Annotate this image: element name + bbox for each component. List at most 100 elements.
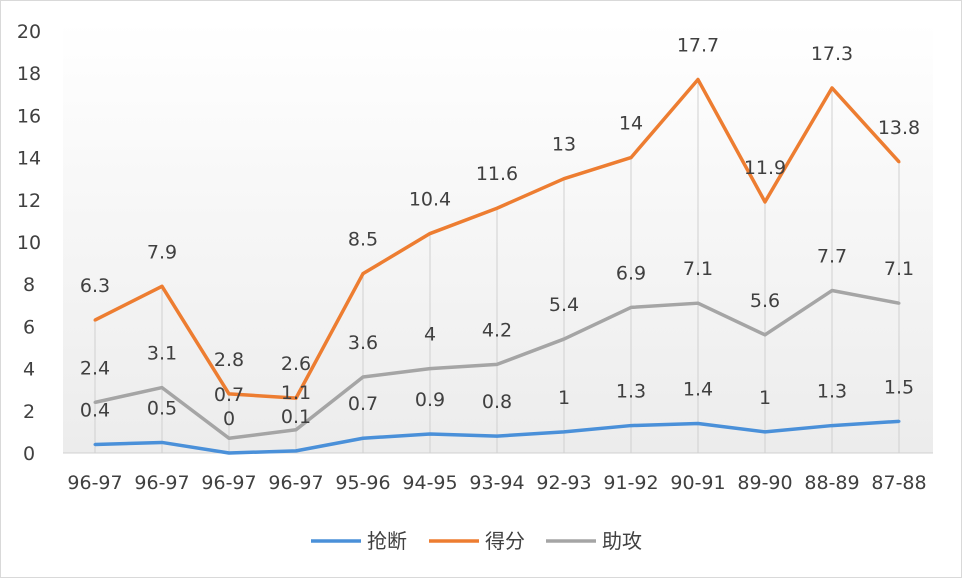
data-point (361, 272, 365, 276)
x-tick-label: 96-97 (201, 472, 256, 494)
data-point (227, 392, 231, 396)
data-point (495, 362, 499, 366)
data-point (160, 386, 164, 390)
x-tick-label: 88-89 (804, 472, 859, 494)
data-label: 1.3 (616, 381, 646, 403)
data-label: 13.8 (878, 117, 920, 139)
data-label: 17.7 (677, 35, 719, 57)
data-label: 10.4 (409, 189, 451, 211)
x-tick-label: 96-97 (134, 472, 189, 494)
data-label: 7.9 (147, 241, 177, 263)
data-label: 0.1 (281, 406, 311, 428)
data-point (629, 305, 633, 309)
data-label: 0.8 (482, 391, 512, 413)
data-point (428, 232, 432, 236)
series-lines (93, 77, 901, 455)
data-point (294, 449, 298, 453)
data-label: 7.1 (683, 258, 713, 280)
data-label: 6.9 (616, 262, 646, 284)
data-point (629, 156, 633, 160)
data-label: 2.4 (80, 357, 110, 379)
data-label: 1 (759, 387, 771, 409)
data-point (830, 289, 834, 293)
data-point (294, 396, 298, 400)
data-point (763, 200, 767, 204)
data-point (160, 284, 164, 288)
x-tick-label: 92-93 (536, 472, 591, 494)
legend-label: 得分 (485, 529, 525, 553)
x-tick-label: 96-97 (268, 472, 323, 494)
data-label: 5.4 (549, 294, 579, 316)
data-label: 3.1 (147, 343, 177, 365)
data-label: 0.7 (348, 393, 378, 415)
data-label: 6.3 (80, 275, 110, 297)
y-tick-label: 20 (17, 21, 41, 43)
data-label: 5.6 (750, 290, 780, 312)
plot-area (63, 21, 933, 453)
x-tick-label: 95-96 (335, 472, 390, 494)
y-tick-label: 14 (17, 148, 41, 170)
y-tick-label: 18 (17, 63, 41, 85)
data-point (562, 177, 566, 181)
data-point (93, 443, 97, 447)
data-point (160, 440, 164, 444)
data-point (495, 206, 499, 210)
data-label: 4.2 (482, 319, 512, 341)
data-point (763, 430, 767, 434)
data-point (428, 367, 432, 371)
data-point (897, 160, 901, 164)
data-label: 0.5 (147, 397, 177, 419)
data-label: 0 (223, 408, 235, 430)
data-label: 17.3 (811, 43, 853, 65)
y-tick-label: 0 (23, 443, 35, 465)
data-point (227, 451, 231, 455)
x-tick-label: 91-92 (603, 472, 658, 494)
data-point (562, 430, 566, 434)
data-label: 7.7 (817, 246, 847, 268)
data-label: 3.6 (348, 332, 378, 354)
y-tick-label: 6 (23, 316, 35, 338)
data-point (696, 78, 700, 82)
data-label: 1.1 (281, 382, 311, 404)
data-label: 0.9 (415, 389, 445, 411)
data-label: 0.7 (214, 384, 244, 406)
data-label: 1.4 (683, 378, 713, 400)
data-label: 1.5 (884, 376, 914, 398)
x-tick-label: 96-97 (67, 472, 122, 494)
y-tick-label: 8 (23, 274, 35, 296)
data-label: 4 (424, 324, 436, 346)
y-tick-label: 16 (17, 105, 41, 127)
legend-label: 抢断 (367, 529, 407, 553)
x-tick-label: 89-90 (737, 472, 792, 494)
data-point (227, 436, 231, 440)
data-label: 13 (552, 134, 576, 156)
data-point (696, 301, 700, 305)
y-tick-label: 4 (23, 359, 35, 381)
y-tick-label: 10 (17, 232, 41, 254)
y-tick-label: 12 (17, 190, 41, 212)
data-point (93, 400, 97, 404)
data-point (93, 318, 97, 322)
data-point (763, 333, 767, 337)
data-label: 14 (619, 113, 643, 135)
data-label: 11.6 (476, 163, 518, 185)
legend: 抢断 得分 助攻 (311, 529, 642, 553)
legend-label: 助攻 (602, 529, 642, 553)
data-point (897, 301, 901, 305)
data-point (428, 432, 432, 436)
drop-lines (94, 79, 900, 453)
data-point (361, 436, 365, 440)
data-label: 0.4 (80, 400, 110, 422)
data-label: 8.5 (348, 229, 378, 251)
data-label: 1.3 (817, 381, 847, 403)
data-point (629, 424, 633, 428)
data-label: 2.8 (214, 349, 244, 371)
data-labels: 0.42.46.30.53.17.900.72.80.11.12.60.73.6… (80, 35, 920, 430)
data-point (830, 86, 834, 90)
data-label: 7.1 (884, 258, 914, 280)
data-point (562, 337, 566, 341)
data-point (897, 419, 901, 423)
